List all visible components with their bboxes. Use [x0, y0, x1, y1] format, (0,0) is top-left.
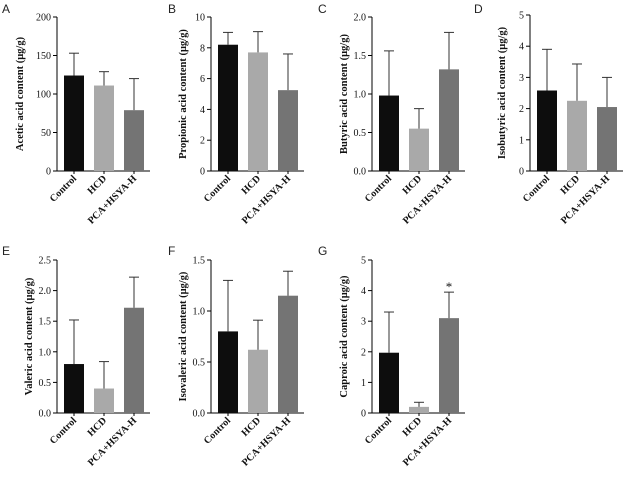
- panel-letter: F: [168, 244, 175, 258]
- y-tick-label: 1.0: [354, 90, 367, 101]
- bar: [439, 69, 459, 171]
- y-tick-label: 2.0: [39, 286, 52, 297]
- panel-b: B 0 2 4 6 8 10 Propionic acid content (μg/g) Con…: [168, 2, 304, 227]
- category-label: Control: [202, 415, 233, 446]
- y-tick-label: 5: [361, 256, 366, 267]
- bar: [248, 52, 268, 171]
- y-tick-label: 100: [36, 90, 51, 101]
- bar: [278, 295, 298, 413]
- category-label: Control: [48, 173, 79, 204]
- y-tick-label: 1.0: [193, 307, 206, 318]
- y-tick-label: 3: [519, 73, 524, 84]
- bar: [218, 331, 238, 413]
- y-axis-title: Caproic acid content (μg/g): [339, 275, 350, 398]
- y-tick-label: 0: [200, 167, 205, 178]
- y-tick-label: 0.5: [39, 378, 52, 389]
- category-label: Control: [202, 173, 233, 204]
- y-tick-label: 1: [519, 135, 524, 146]
- panel-letter: B: [168, 2, 176, 16]
- category-label: HCD: [401, 415, 425, 439]
- bar: [379, 95, 399, 171]
- y-tick-label: 2: [519, 104, 524, 115]
- y-tick-label: 50: [41, 128, 51, 139]
- category-label: Control: [48, 415, 79, 446]
- y-tick-label: 1.5: [193, 256, 206, 267]
- bar: [124, 307, 144, 413]
- bar: [94, 388, 114, 413]
- y-tick-label: 1: [361, 378, 366, 389]
- category-label: HCD: [240, 415, 264, 439]
- y-tick-label: 2: [361, 347, 366, 358]
- bar: [597, 107, 617, 171]
- y-tick-label: 1.0: [39, 347, 52, 358]
- y-tick-label: 200: [36, 13, 51, 24]
- bar: [278, 90, 298, 171]
- bar: [248, 349, 268, 413]
- category-label: HCD: [401, 173, 425, 197]
- y-axis-title: Butyric acid content (μg/g): [339, 34, 350, 154]
- bar: [94, 85, 114, 171]
- y-tick-label: 4: [361, 286, 366, 297]
- bar: [379, 352, 399, 413]
- y-tick-label: 2.0: [354, 13, 367, 24]
- panel-e: E 0.0 0.5 1.0 1.5 2.0 2.5 Valeric acid content …: [2, 244, 150, 469]
- y-tick-label: 3: [361, 317, 366, 328]
- y-axis-title: Propionic acid content (μg/g): [178, 29, 189, 159]
- bar: [439, 318, 459, 413]
- bar: [537, 90, 557, 171]
- panel-c: C 0.0 0.5 1.0 1.5 2.0 Butyric acid content (μg…: [318, 2, 465, 227]
- y-tick-label: 6: [200, 74, 205, 85]
- y-tick-label: 10: [195, 13, 205, 24]
- y-tick-label: 0.0: [39, 409, 52, 420]
- y-axis-title: Isobutyric acid content (μg/g): [497, 26, 508, 159]
- bar: [64, 364, 84, 413]
- bar: [64, 75, 84, 171]
- y-tick-label: 0: [519, 167, 524, 178]
- panel-letter: D: [474, 2, 483, 16]
- category-label: Control: [521, 173, 552, 204]
- y-axis-title: Valeric acid content (μg/g): [24, 277, 35, 395]
- panel-letter: A: [2, 2, 10, 16]
- panel-a: A 0 50 100 150 200 Acetic acid content (μg/g) C…: [2, 2, 150, 227]
- y-tick-label: 0: [46, 167, 51, 178]
- bar: [218, 44, 238, 171]
- y-tick-label: 2: [200, 136, 205, 147]
- panel-g: G 0 1 2 3 4 5 Caproic acid content (μg/g) Contro…: [318, 244, 465, 469]
- y-axis-title: Isovaleric acid content (μg/g): [178, 271, 189, 401]
- category-label: HCD: [240, 173, 264, 197]
- y-tick-label: 4: [519, 42, 524, 53]
- panel-d: D 0 1 2 3 4 5 Isobutyric acid content (μg/g) Con…: [474, 2, 623, 227]
- category-label: HCD: [559, 173, 583, 197]
- significance-marker: *: [446, 279, 453, 294]
- y-tick-label: 8: [200, 43, 205, 54]
- bar: [124, 110, 144, 171]
- y-tick-label: 0.0: [193, 409, 206, 420]
- panel-letter: G: [318, 244, 327, 258]
- y-tick-label: 1.5: [354, 51, 367, 62]
- category-label: Control: [363, 415, 394, 446]
- y-tick-label: 0: [361, 409, 366, 420]
- panel-letter: C: [318, 2, 327, 16]
- y-tick-label: 0.5: [354, 128, 367, 139]
- y-tick-label: 150: [36, 51, 51, 62]
- y-tick-label: 1.5: [39, 317, 52, 328]
- y-tick-label: 4: [200, 105, 205, 116]
- bar: [409, 406, 429, 413]
- bar: [567, 100, 587, 171]
- y-tick-label: 0.0: [354, 167, 367, 178]
- panel-letter: E: [2, 244, 10, 258]
- bar: [409, 128, 429, 171]
- y-tick-label: 0.5: [193, 358, 206, 369]
- category-label: Control: [363, 173, 394, 204]
- y-tick-label: 5: [519, 11, 524, 22]
- y-axis-title: Acetic acid content (μg/g): [15, 36, 26, 151]
- category-label: HCD: [86, 415, 110, 439]
- category-label: HCD: [86, 173, 110, 197]
- panel-f: F 0.0 0.5 1.0 1.5 Isovaleric acid content (μg…: [168, 244, 304, 469]
- y-tick-label: 2.5: [39, 256, 52, 267]
